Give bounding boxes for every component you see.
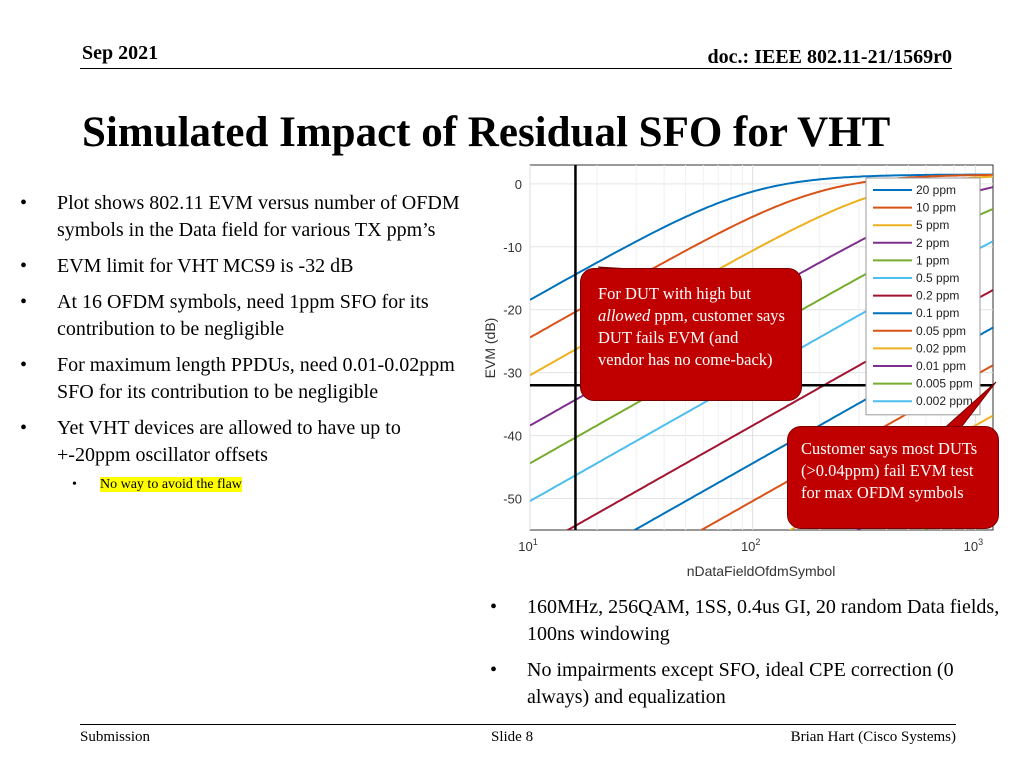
bullet-list: Plot shows 802.11 EVM versus number of O… (20, 190, 475, 503)
footer-slide-number: Slide 8 (491, 729, 534, 745)
bullet-item: For maximum length PPDUs, need 0.01-0.02… (20, 352, 475, 406)
slide-title: Simulated Impact of Residual SFO for VHT (82, 109, 891, 156)
footer-author: Brian Hart (Cisco Systems) (790, 729, 956, 745)
legend-label: 0.5 ppm (916, 271, 959, 285)
legend-label: 1 ppm (916, 253, 949, 267)
y-axis-label: EVM (dB) (482, 318, 498, 379)
simulation-notes: 160MHz, 256QAM, 1SS, 0.4us GI, 20 random… (490, 594, 1010, 720)
y-tick-label: 0 (515, 177, 522, 192)
series-line (530, 173, 993, 301)
bullet-item: Plot shows 802.11 EVM versus number of O… (20, 190, 475, 244)
legend: 20 ppm 10 ppm 5 ppm 2 ppm 1 ppm 0.5 ppm 0.2 pp… (865, 177, 981, 416)
callout-italic-text: allowed (598, 306, 651, 325)
y-tick-label: -20 (503, 303, 522, 318)
legend-label: 5 ppm (916, 218, 949, 232)
legend-label: 2 ppm (916, 236, 949, 250)
sub-bullet-item: No way to avoid the flaw (20, 476, 475, 494)
bullet-item: EVM limit for VHT MCS9 is -32 dB (20, 253, 475, 280)
y-tick-label: -10 (503, 240, 522, 255)
callout-most-duts: Customer says most DUTs (>0.04ppm) fail … (787, 426, 999, 529)
legend-label: 0.02 ppm (916, 341, 966, 355)
y-tick-label: -40 (503, 429, 522, 444)
footer-left: Submission (80, 729, 151, 745)
x-ticks: 101 102 103 (518, 537, 983, 554)
header-doc-id: doc.: IEEE 802.11-21/1569r0 (707, 46, 952, 68)
x-tick-label: 103 (964, 537, 983, 554)
legend-label: 0.005 ppm (916, 377, 973, 391)
callout-text: ppm, customer says DUT fails EVM (and ve… (598, 306, 785, 369)
header-date: Sep 2021 (82, 42, 159, 64)
x-tick-label: 102 (741, 537, 760, 554)
legend-label: 20 ppm (916, 183, 956, 197)
legend-label: 0.05 ppm (916, 324, 966, 338)
y-tick-label: -30 (503, 366, 522, 381)
note-item: No impairments except SFO, ideal CPE cor… (490, 657, 1010, 711)
legend-label: 0.2 ppm (916, 289, 959, 303)
y-ticks: 0 -10 -20 -30 -40 -50 (503, 177, 522, 507)
x-tick-label: 101 (518, 537, 537, 554)
legend-label: 0.002 ppm (916, 394, 973, 408)
callout-text: Customer says most DUTs (>0.04ppm) fail … (801, 439, 978, 502)
bullet-item: At 16 OFDM symbols, need 1ppm SFO for it… (20, 289, 475, 343)
header-divider (80, 68, 952, 69)
note-item: 160MHz, 256QAM, 1SS, 0.4us GI, 20 random… (490, 594, 1010, 648)
callout-text: For DUT with high but (598, 284, 751, 303)
bullet-item: Yet VHT devices are allowed to have up t… (20, 415, 475, 469)
y-tick-label: -50 (503, 492, 522, 507)
legend-label: 0.01 ppm (916, 359, 966, 373)
highlighted-text: No way to avoid the flaw (100, 477, 242, 492)
x-axis-label: nDataFieldOfdmSymbol (687, 563, 836, 579)
legend-label: 10 ppm (916, 201, 956, 215)
legend-label: 0.1 ppm (916, 306, 959, 320)
footer-divider (80, 724, 956, 725)
callout-high-ppm: For DUT with high but allowed ppm, custo… (580, 268, 802, 401)
